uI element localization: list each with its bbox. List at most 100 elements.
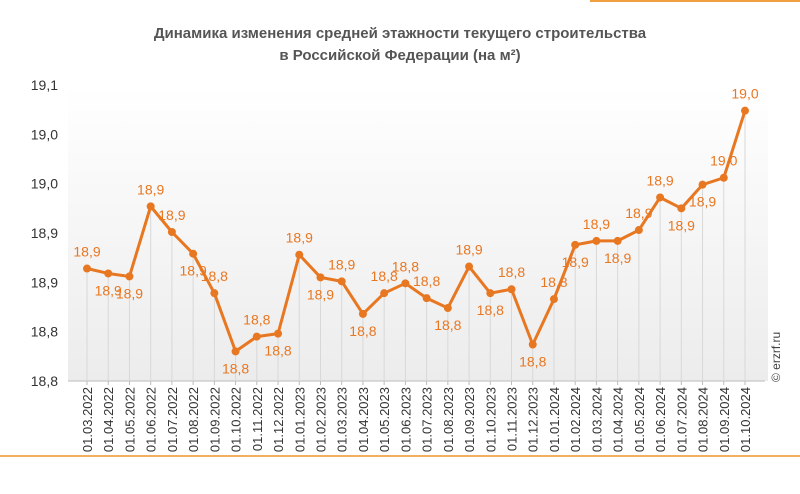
- x-tick-label: 01.05.2022: [122, 387, 137, 452]
- data-point: [443, 303, 452, 312]
- x-tick-label: 01.07.2024: [674, 387, 689, 452]
- data-label: 18,8: [264, 343, 291, 359]
- data-label: 18,9: [73, 244, 100, 260]
- data-point: [295, 250, 304, 259]
- data-point: [189, 249, 198, 258]
- data-label: 18,9: [116, 285, 143, 301]
- data-label: 18,9: [328, 256, 355, 272]
- x-tick-label: 01.06.2023: [398, 387, 413, 452]
- data-label: 18,8: [222, 360, 249, 376]
- data-point: [465, 262, 474, 271]
- x-tick-label: 01.08.2022: [186, 387, 201, 452]
- data-point: [380, 289, 389, 298]
- data-label: 18,8: [519, 353, 546, 369]
- data-label: 18,8: [349, 323, 376, 339]
- x-tick-label: 01.09.2022: [207, 387, 222, 452]
- data-label: 18,9: [583, 216, 610, 232]
- data-label: 18,8: [201, 268, 228, 284]
- x-tick-label: 01.02.2024: [568, 387, 583, 452]
- data-point: [104, 269, 113, 278]
- x-tick-label: 01.03.2022: [80, 387, 95, 452]
- data-label: 18,9: [604, 250, 631, 266]
- x-tick-label: 01.04.2022: [101, 387, 116, 452]
- data-point: [125, 272, 134, 281]
- y-tick-label: 18,8: [31, 324, 58, 340]
- y-tick-label: 19,0: [31, 126, 58, 142]
- data-point: [252, 332, 261, 341]
- data-point: [507, 285, 516, 294]
- data-label: 18,9: [562, 254, 589, 270]
- x-tick-label: 01.08.2023: [441, 387, 456, 452]
- x-tick-label: 01.08.2024: [696, 387, 711, 452]
- x-tick-label: 01.03.2023: [335, 387, 350, 452]
- x-tick-label: 01.12.2023: [526, 387, 541, 452]
- y-tick-label: 18,9: [31, 274, 58, 290]
- data-label: 18,9: [286, 230, 313, 246]
- data-point: [231, 347, 240, 356]
- data-point: [741, 106, 749, 115]
- data-point: [677, 204, 686, 213]
- data-point: [146, 202, 155, 211]
- data-label: 18,9: [307, 286, 334, 302]
- x-tick-label: 01.10.2024: [738, 387, 753, 452]
- data-label: 18,9: [158, 207, 185, 223]
- x-tick-label: 01.02.2023: [313, 387, 328, 452]
- x-tick-label: 01.06.2022: [144, 387, 159, 452]
- data-point: [656, 193, 665, 202]
- data-label: 18,9: [137, 181, 164, 197]
- data-point: [422, 294, 431, 303]
- x-tick-label: 01.05.2024: [632, 387, 647, 452]
- data-point: [83, 264, 91, 273]
- chart-title: Динамика изменения средней этажности тек…: [154, 25, 647, 42]
- source: © erzrf.ru: [769, 332, 783, 382]
- chart-subtitle: в Российской Федерации (на м²): [279, 47, 520, 64]
- data-label: 18,8: [413, 273, 440, 289]
- x-tick-label: 01.06.2024: [653, 387, 668, 452]
- data-point: [358, 309, 367, 318]
- plot-area: [68, 85, 768, 381]
- x-tick-label: 01.09.2024: [717, 387, 732, 452]
- data-label: 18,8: [392, 258, 419, 274]
- data-point: [698, 180, 707, 189]
- x-tick-label: 01.10.2022: [229, 387, 244, 452]
- data-label: 18,9: [455, 242, 482, 258]
- data-label: 18,9: [689, 194, 716, 210]
- y-tick-label: 18,8: [31, 373, 58, 389]
- data-point: [274, 329, 283, 338]
- x-tick-label: 01.07.2023: [420, 387, 435, 452]
- data-label: 18,8: [498, 264, 525, 280]
- data-label: 18,9: [668, 217, 695, 233]
- x-tick-label: 01.01.2023: [292, 387, 307, 452]
- x-tick-label: 01.09.2023: [462, 387, 477, 452]
- x-tick-label: 01.01.2024: [547, 387, 562, 452]
- data-point: [613, 236, 622, 245]
- data-label: 18,8: [371, 268, 398, 284]
- data-point: [316, 273, 325, 282]
- y-tick-label: 19,1: [31, 77, 58, 93]
- data-point: [337, 277, 346, 286]
- x-tick-label: 01.10.2023: [483, 387, 498, 452]
- data-label: 19,0: [710, 153, 737, 169]
- data-point: [486, 289, 495, 298]
- x-tick-label: 01.04.2024: [611, 387, 626, 452]
- data-label: 19,0: [731, 86, 758, 102]
- y-tick-label: 19,0: [31, 176, 58, 192]
- x-tick-label: 01.03.2024: [589, 387, 604, 452]
- data-label: 18,8: [434, 317, 461, 333]
- x-tick-label: 01.12.2022: [271, 387, 286, 452]
- x-tick-label: 01.11.2022: [250, 387, 265, 451]
- x-tick-label: 01.05.2023: [377, 387, 392, 452]
- data-point: [401, 279, 410, 288]
- data-label: 18,8: [243, 312, 270, 328]
- data-point: [549, 295, 558, 304]
- x-tick-label: 01.04.2023: [356, 387, 371, 452]
- data-point: [719, 173, 728, 182]
- data-point: [634, 226, 643, 235]
- data-label: 18,9: [180, 263, 207, 279]
- data-point: [528, 340, 537, 349]
- data-label: 18,9: [646, 172, 673, 188]
- data-label: 18,9: [95, 282, 122, 298]
- data-label: 18,8: [540, 274, 567, 290]
